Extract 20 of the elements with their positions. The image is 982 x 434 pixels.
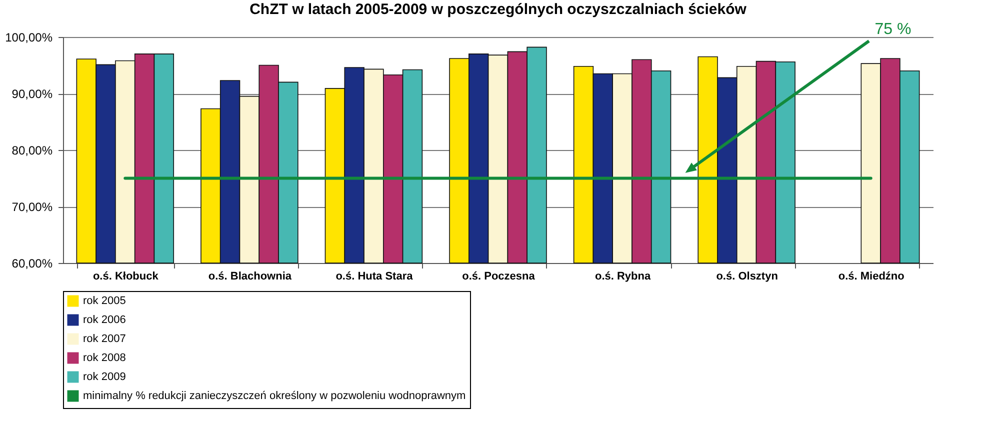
- legend-label: rok 2005: [83, 295, 126, 307]
- y-tick-label: 80,00%: [12, 144, 53, 158]
- y-tick-label: 90,00%: [12, 87, 53, 101]
- chart-title: ChZT w latach 2005-2009 w poszczególnych oczyszczalniach ścieków: [250, 1, 747, 18]
- legend-label: rok 2007: [83, 333, 126, 345]
- x-tick-label: o.ś. Huta Stara: [336, 270, 414, 282]
- annotation: 75 %: [874, 21, 912, 38]
- x-tick-label: o.ś. Kłobuck: [92, 270, 160, 282]
- x-tick-label: o.ś. Olsztyn: [716, 270, 778, 282]
- legend-label: rok 2008: [83, 352, 126, 364]
- x-tick-label: o.ś. Poczesna: [462, 270, 536, 282]
- legend-label: rok 2006: [83, 314, 126, 326]
- x-tick-label: o.ś. Blachownia: [208, 270, 292, 282]
- y-tick-label: 70,00%: [12, 200, 53, 214]
- legend-label: rok 2009: [83, 371, 126, 383]
- y-tick-label: 100,00%: [5, 30, 53, 44]
- x-tick-label: o.ś. Rybna: [594, 270, 652, 282]
- legend-label: minimalny % redukcji zanieczyszczeń określony w pozwoleniu wodnoprawnym: [83, 390, 466, 402]
- x-tick-label: o.ś. Miedźno: [838, 270, 905, 282]
- y-tick-label: 60,00%: [12, 256, 53, 270]
